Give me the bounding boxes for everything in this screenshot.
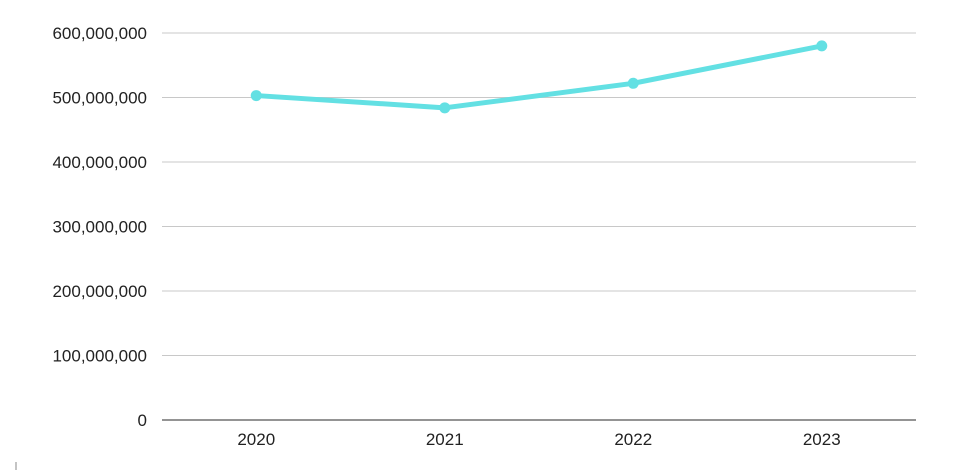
- y-tick-label: 600,000,000: [52, 24, 147, 43]
- data-point: [816, 40, 828, 52]
- y-tick-label: 100,000,000: [52, 347, 147, 366]
- y-tick-label: 200,000,000: [52, 282, 147, 301]
- x-tick-label: 2022: [614, 430, 652, 449]
- y-tick-label: 0: [138, 411, 147, 430]
- y-tick-label: 500,000,000: [52, 89, 147, 108]
- data-point: [439, 102, 451, 114]
- x-tick-label: 2020: [237, 430, 275, 449]
- y-axis-tick-labels: 0 100,000,000 200,000,000 300,000,000 400,00…: [52, 24, 147, 430]
- x-tick-label: 2021: [426, 430, 464, 449]
- x-tick-label: 2023: [803, 430, 841, 449]
- y-tick-label: 400,000,000: [52, 153, 147, 172]
- x-axis-tick-labels: 2020 2021 2022 2023: [237, 430, 840, 449]
- data-point: [250, 90, 262, 102]
- data-point: [627, 77, 639, 89]
- y-tick-label: 300,000,000: [52, 218, 147, 237]
- series-layer: [250, 40, 828, 114]
- gridlines: [162, 32, 916, 356]
- series-line: [253, 43, 825, 111]
